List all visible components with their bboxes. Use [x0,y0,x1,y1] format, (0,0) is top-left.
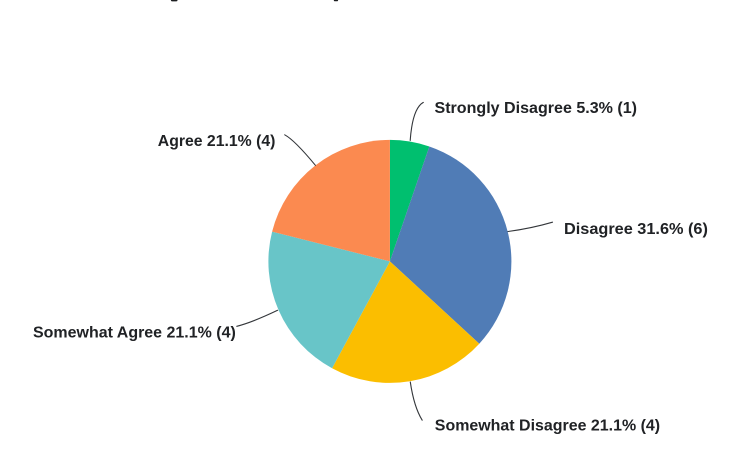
svg-text:Somewhat Agree 21.1% (4): Somewhat Agree 21.1% (4) [33,325,236,342]
svg-text:Disagree 31.6% (6): Disagree 31.6% (6) [564,221,708,238]
svg-text:Somewhat Disagree 21.1% (4): Somewhat Disagree 21.1% (4) [435,417,660,434]
svg-text:Strongly Disagree 5.3% (1): Strongly Disagree 5.3% (1) [435,100,638,117]
svg-text:Agree 21.1% (4): Agree 21.1% (4) [158,133,276,150]
